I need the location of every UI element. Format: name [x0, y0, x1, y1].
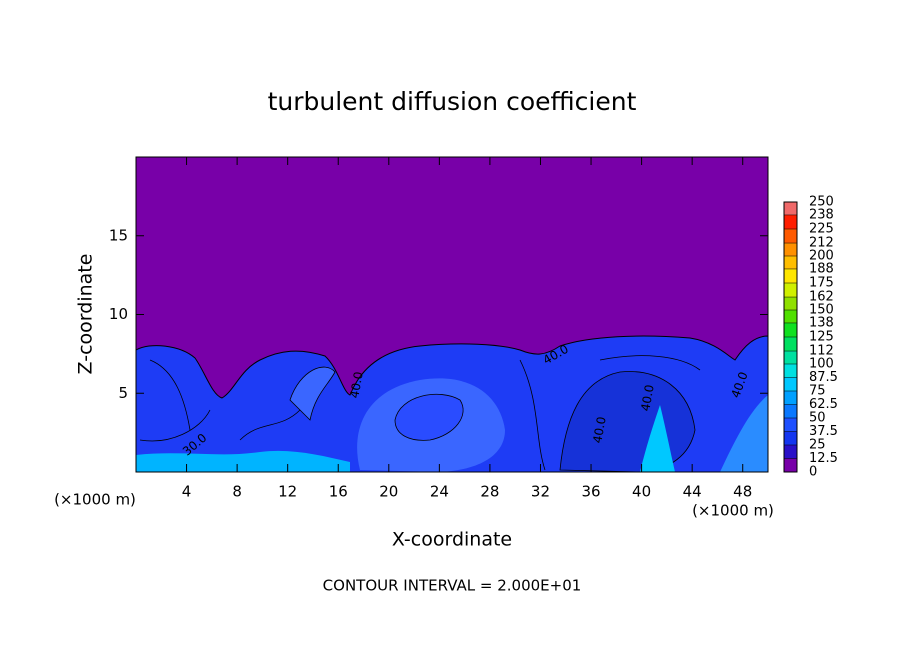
x-tick-label: 12 — [278, 483, 297, 501]
colorbar-label: 62.5 — [809, 397, 838, 412]
colorbar-label: 25 — [809, 438, 826, 453]
field-patch — [720, 395, 768, 472]
colorbar-label: 212 — [809, 236, 834, 251]
y-tick-label: 5 — [118, 384, 128, 402]
colorbar-label: 100 — [809, 357, 834, 372]
colorbar-band — [784, 297, 797, 310]
colorbar-band — [784, 351, 797, 364]
contour-label: 40.0 — [590, 416, 608, 445]
y-unit-label: (×1000 m) — [54, 491, 136, 509]
field-patch — [289, 366, 336, 421]
x-tick-label: 48 — [733, 483, 752, 501]
x-tick-label: 28 — [480, 483, 499, 501]
colorbar-band — [784, 364, 797, 378]
y-tick-label: 10 — [109, 305, 128, 323]
colorbar-band — [784, 337, 797, 352]
colorbar-band — [784, 377, 797, 391]
contour-label: 40.0 — [347, 371, 365, 400]
colorbar-band — [784, 283, 797, 298]
footer: CONTOUR INTERVAL = 2.000E+01 — [323, 577, 582, 595]
x-tick-label: 16 — [329, 483, 348, 501]
colorbar-band — [784, 418, 797, 432]
x-tick-label: 44 — [683, 483, 702, 501]
field-patch — [640, 405, 675, 472]
colorbar-label: 50 — [809, 411, 826, 426]
colorbar-label: 138 — [809, 315, 834, 330]
colorbar-label: 37.5 — [809, 424, 838, 439]
colorbar-band — [784, 404, 797, 418]
colorbar-label: 12.5 — [809, 451, 838, 466]
contour-field — [136, 157, 768, 472]
x-tick-label: 8 — [232, 483, 242, 501]
colorbar-label: 188 — [809, 261, 834, 276]
colorbar-band — [784, 268, 797, 283]
field-patch — [394, 393, 464, 441]
colorbar-band — [784, 391, 797, 405]
colorbar-band — [784, 229, 797, 244]
colorbar-band — [784, 214, 797, 229]
colorbar-label: 150 — [809, 303, 834, 318]
chart-title: turbulent diffusion coefficient — [268, 87, 637, 116]
colorbar-band — [784, 310, 797, 323]
colorbar-label: 200 — [809, 249, 834, 264]
colorbar-label: 225 — [809, 222, 834, 237]
colorbar-label: 87.5 — [809, 370, 838, 385]
contour-label: 40.0 — [638, 384, 656, 413]
colorbar-label: 175 — [809, 276, 834, 291]
colorbar-label: 238 — [809, 207, 834, 222]
x-tick-label: 24 — [430, 483, 449, 501]
x-tick-label: 40 — [632, 483, 651, 501]
colorbar-band — [784, 202, 797, 215]
colorbar-label: 250 — [809, 195, 834, 210]
colorbar-band — [784, 431, 797, 445]
colorbar-label: 162 — [809, 290, 834, 305]
x-tick-label: 36 — [581, 483, 600, 501]
colorbar-label: 112 — [809, 344, 834, 359]
colorbar-label: 0 — [809, 465, 817, 480]
x-tick-label: 32 — [531, 483, 550, 501]
colorbar-band — [784, 243, 797, 256]
colorbar-label: 125 — [809, 330, 834, 345]
field-patch — [136, 450, 350, 472]
colorbar-label: 75 — [809, 384, 826, 399]
x-tick-label: 4 — [182, 483, 192, 501]
x-axis-label: X-coordinate — [392, 529, 512, 551]
y-tick-label: 15 — [109, 226, 128, 244]
y-axis-label: Z-coordinate — [75, 254, 97, 375]
contour-line — [139, 355, 701, 471]
x-unit-label: (×1000 m) — [692, 502, 774, 520]
colorbar-band — [784, 445, 797, 459]
colorbar-band — [784, 322, 797, 337]
colorbar-band — [784, 256, 797, 269]
colorbar-band — [784, 458, 797, 472]
x-tick-label: 20 — [379, 483, 398, 501]
